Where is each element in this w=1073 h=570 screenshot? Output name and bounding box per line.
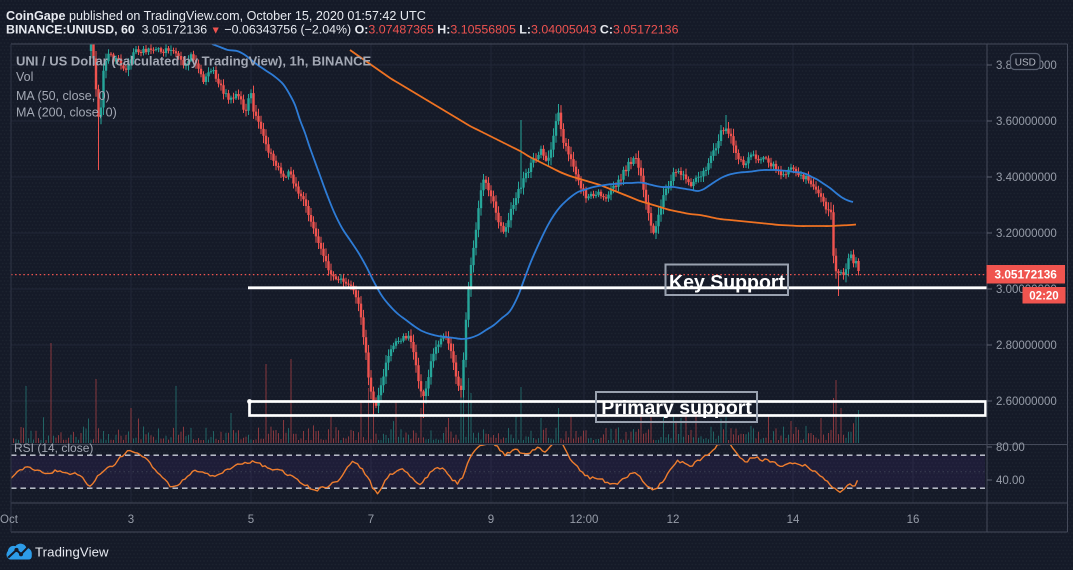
- svg-text:3.05172136: 3.05172136: [995, 268, 1058, 282]
- svg-text:7: 7: [368, 514, 374, 526]
- svg-text:14: 14: [787, 514, 800, 526]
- svg-text:Oct: Oct: [0, 514, 19, 526]
- svg-text:3.40000000: 3.40000000: [996, 172, 1057, 184]
- svg-text:02:20: 02:20: [1029, 290, 1058, 302]
- svg-text:USD: USD: [1015, 58, 1036, 69]
- svg-text:9: 9: [488, 514, 494, 526]
- svg-text:UNI / US Dollar (calculated by: UNI / US Dollar (calculated by TradingVi…: [16, 54, 371, 69]
- svg-text:CoinGape published on TradingV: CoinGape published on TradingView.com, O…: [6, 9, 426, 23]
- svg-text:BINANCE:UNIUSD, 60 3.05172136: BINANCE:UNIUSD, 60 3.05172136 ▼ −0.06343…: [6, 23, 679, 37]
- svg-text:12: 12: [667, 514, 680, 526]
- svg-text:3.60000000: 3.60000000: [996, 116, 1057, 128]
- svg-text:40.00: 40.00: [996, 475, 1025, 487]
- svg-text:MA (200, close, 0): MA (200, close, 0): [16, 106, 117, 120]
- svg-text:MA (50, close, 0): MA (50, close, 0): [16, 89, 110, 103]
- svg-text:16: 16: [907, 514, 920, 526]
- svg-text:2.60000000: 2.60000000: [996, 396, 1057, 408]
- svg-text:TradingView: TradingView: [35, 545, 109, 560]
- svg-text:80.00: 80.00: [996, 442, 1025, 454]
- svg-text:2.80000000: 2.80000000: [996, 340, 1057, 352]
- svg-text:3: 3: [128, 514, 134, 526]
- svg-text:Key Support: Key Support: [669, 272, 785, 294]
- svg-text:12:00: 12:00: [570, 514, 599, 526]
- svg-text:Primary support: Primary support: [601, 397, 752, 419]
- svg-text:5: 5: [248, 514, 254, 526]
- svg-text:RSI (14, close): RSI (14, close): [14, 441, 93, 455]
- svg-text:3.20000000: 3.20000000: [996, 228, 1057, 240]
- svg-text:Vol: Vol: [16, 70, 33, 84]
